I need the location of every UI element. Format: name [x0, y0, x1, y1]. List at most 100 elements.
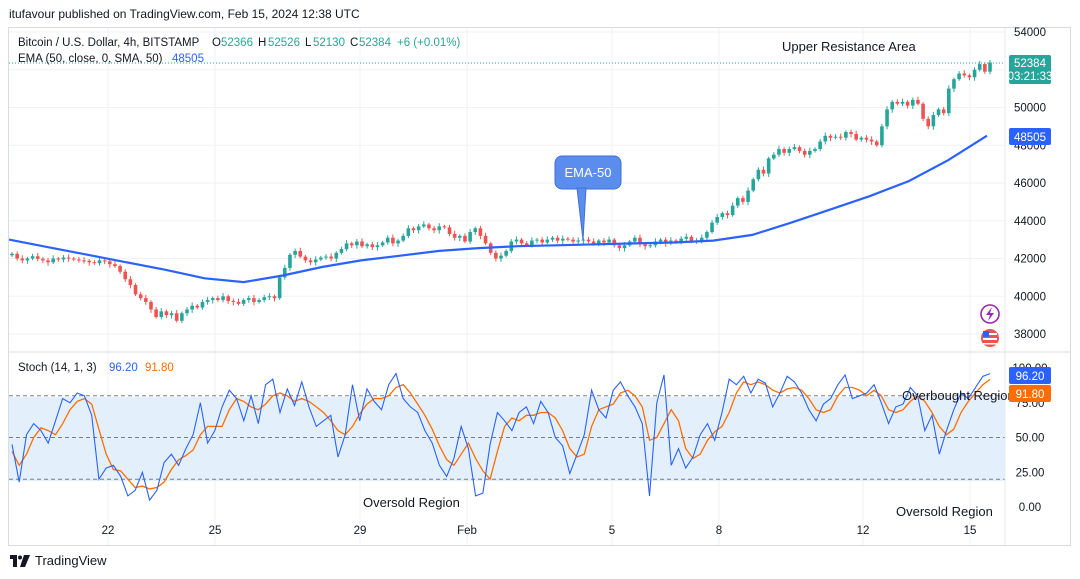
- candle-body: [416, 226, 421, 231]
- publisher-line: itufavour published on TradingView.com, …: [9, 7, 360, 21]
- candle-body: [308, 260, 313, 263]
- candle-body: [324, 256, 328, 258]
- legend-o-value: 52366: [221, 37, 253, 49]
- last-price-badge: 52384 03:21:33: [1008, 55, 1052, 84]
- candle-body: [432, 228, 436, 231]
- candle-body: [910, 99, 915, 106]
- price-tick-label: 40000: [1014, 291, 1046, 303]
- footer: TradingView: [10, 553, 107, 568]
- candle-body: [535, 239, 539, 241]
- candle-body: [365, 244, 369, 247]
- candle-body: [360, 241, 364, 247]
- candle-body: [329, 256, 333, 259]
- candle-body: [231, 300, 236, 302]
- candle-body: [514, 239, 519, 242]
- candle-body: [571, 239, 575, 242]
- candle-body: [730, 205, 735, 216]
- candle-body: [941, 109, 946, 114]
- candle-body: [988, 62, 992, 72]
- time-tick-label: 29: [354, 525, 367, 537]
- candle-body: [396, 240, 400, 244]
- candle-body: [828, 135, 833, 138]
- candle-body: [916, 99, 920, 104]
- candle-body: [473, 228, 478, 233]
- price-tick-label: 54000: [1014, 27, 1046, 39]
- candle-body: [607, 239, 611, 243]
- stoch-k-badge: 96.20: [1009, 367, 1051, 384]
- candle-body: [262, 297, 267, 301]
- candle-body: [10, 253, 14, 256]
- legend-ema-label: EMA (50, close, 0, SMA, 50): [18, 53, 163, 65]
- candle-body: [20, 258, 25, 261]
- candle-body: [663, 239, 668, 244]
- candle-body: [349, 243, 354, 246]
- stoch-grid: [9, 395, 1005, 480]
- candle-body: [25, 258, 30, 261]
- candle-body: [303, 256, 308, 261]
- candle-body: [617, 245, 622, 249]
- candle-body: [566, 238, 570, 240]
- legend-stoch-d: 91.80: [145, 362, 174, 374]
- legend-l-label: L: [305, 37, 312, 49]
- legend-stoch-k: 96.20: [109, 362, 138, 374]
- candle-body: [947, 88, 951, 114]
- candle-body: [205, 300, 210, 302]
- candle-body: [452, 233, 457, 238]
- candle-body: [478, 228, 483, 236]
- price-tick-label: 44000: [1014, 216, 1046, 228]
- candle-body: [720, 213, 725, 217]
- time-tick-label: 5: [609, 525, 615, 537]
- candle-body: [483, 235, 488, 244]
- candle-body: [92, 262, 97, 264]
- candle-body: [391, 237, 395, 244]
- candle-body: [216, 298, 220, 301]
- candle-body: [66, 257, 71, 259]
- candle-body: [46, 260, 50, 263]
- candle-body: [77, 259, 81, 261]
- candle-body: [905, 101, 910, 106]
- candle-body: [638, 237, 642, 245]
- time-tick-label: 12: [857, 525, 870, 537]
- candle-body: [813, 149, 817, 151]
- candle-body: [97, 260, 102, 264]
- price-tick-label: 46000: [1014, 178, 1046, 190]
- candle-body: [710, 222, 714, 233]
- time-tick-label: 15: [964, 525, 977, 537]
- candle-body: [782, 149, 786, 153]
- candle-body: [257, 300, 261, 302]
- last-price-value: 52384: [1014, 58, 1047, 70]
- candle-body: [82, 260, 86, 262]
- legend-o-label: O: [212, 37, 221, 49]
- candle-body: [51, 258, 55, 263]
- candle-body: [56, 258, 61, 260]
- candle-body: [128, 279, 133, 285]
- candle-body: [581, 239, 586, 241]
- candle-body: [797, 147, 802, 151]
- candle-body: [411, 228, 416, 231]
- us-flag-icon[interactable]: [981, 329, 999, 347]
- legend-c-value: 52384: [359, 37, 392, 49]
- candle-body: [838, 136, 843, 138]
- candle-body: [252, 298, 256, 302]
- lightning-icon[interactable]: [980, 304, 1000, 324]
- candle-body: [283, 267, 287, 278]
- candle-body: [715, 216, 719, 223]
- candle-body: [926, 118, 931, 127]
- candle-body: [442, 226, 447, 228]
- stoch-d-badge-value: 91.80: [1016, 389, 1045, 401]
- legend-stoch-label: Stoch (14, 1, 3): [18, 362, 97, 374]
- candle-body: [113, 264, 117, 267]
- candle-body: [370, 244, 375, 248]
- candle-body: [689, 236, 694, 242]
- stoch-k-line: [11, 372, 991, 502]
- candle-body: [792, 147, 797, 150]
- time-tick-label: 22: [102, 525, 115, 537]
- candle-body: [952, 79, 956, 89]
- legend-symbol: Bitcoin / U.S. Dollar, 4h, BITSTAMP: [18, 37, 200, 49]
- candle-body: [380, 242, 385, 246]
- candle-body: [833, 136, 838, 138]
- oversold-label-left: Oversold Region: [363, 495, 460, 510]
- candle-body: [772, 154, 776, 159]
- candle-body: [586, 239, 591, 242]
